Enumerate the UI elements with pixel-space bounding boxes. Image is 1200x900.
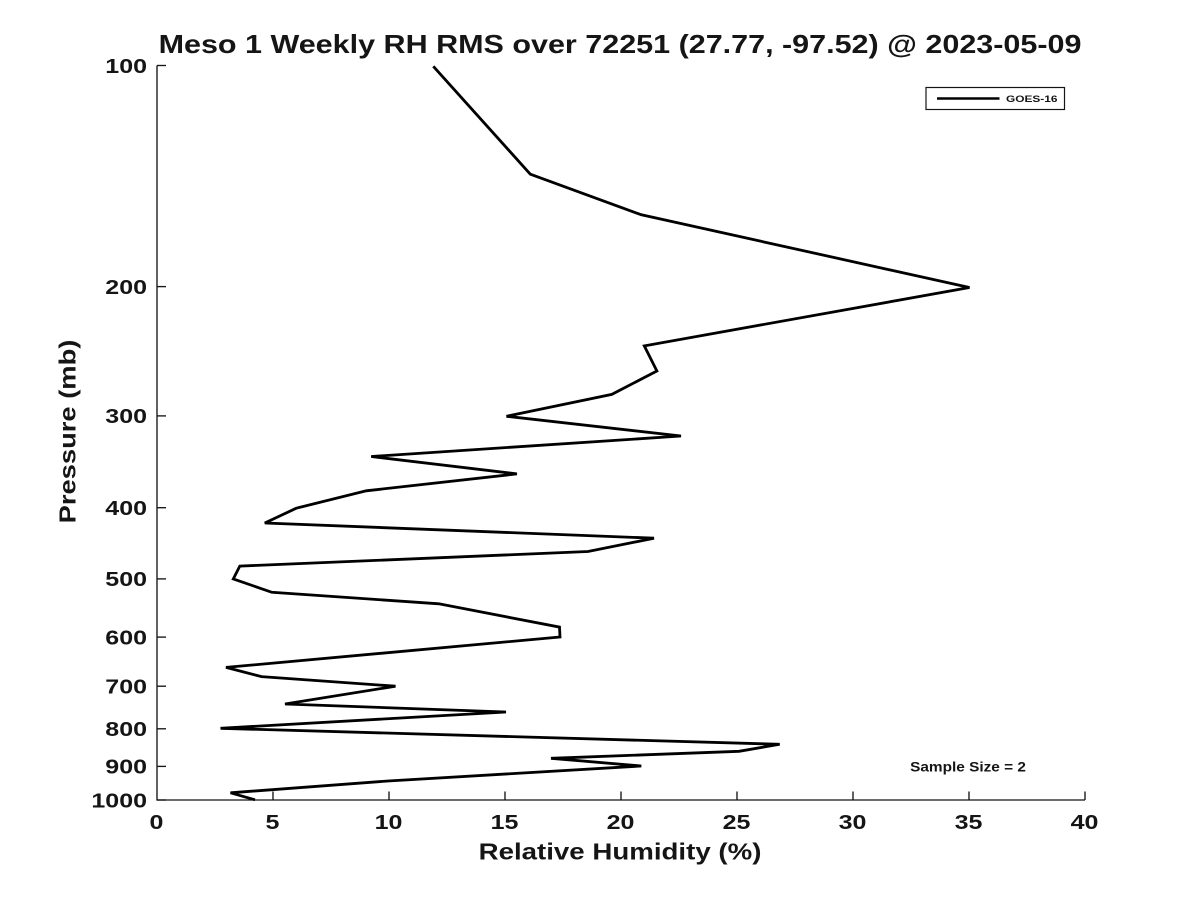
svg-text:0: 0 bbox=[150, 811, 164, 833]
svg-text:Meso 1 Weekly RH RMS over 7225: Meso 1 Weekly RH RMS over 72251 (27.77, … bbox=[159, 30, 1082, 58]
svg-text:400: 400 bbox=[105, 497, 147, 519]
svg-text:600: 600 bbox=[105, 627, 147, 649]
svg-text:5: 5 bbox=[266, 811, 280, 833]
svg-text:300: 300 bbox=[105, 406, 147, 428]
svg-text:700: 700 bbox=[105, 676, 147, 698]
svg-text:GOES-16: GOES-16 bbox=[1006, 94, 1057, 105]
svg-text:200: 200 bbox=[105, 276, 147, 298]
svg-text:15: 15 bbox=[491, 811, 519, 833]
svg-text:40: 40 bbox=[1071, 811, 1099, 833]
svg-text:100: 100 bbox=[105, 55, 147, 77]
svg-text:25: 25 bbox=[723, 811, 751, 833]
svg-text:800: 800 bbox=[105, 718, 147, 740]
svg-text:1000: 1000 bbox=[91, 790, 147, 812]
svg-text:Relative Humidity (%): Relative Humidity (%) bbox=[479, 839, 762, 865]
svg-text:10: 10 bbox=[375, 811, 403, 833]
svg-text:500: 500 bbox=[105, 569, 147, 591]
svg-text:35: 35 bbox=[955, 811, 983, 833]
svg-text:900: 900 bbox=[105, 756, 147, 778]
svg-text:20: 20 bbox=[607, 811, 635, 833]
svg-text:30: 30 bbox=[839, 811, 867, 833]
svg-text:Pressure (mb): Pressure (mb) bbox=[55, 340, 81, 524]
svg-text:Sample Size = 2: Sample Size = 2 bbox=[910, 760, 1026, 775]
